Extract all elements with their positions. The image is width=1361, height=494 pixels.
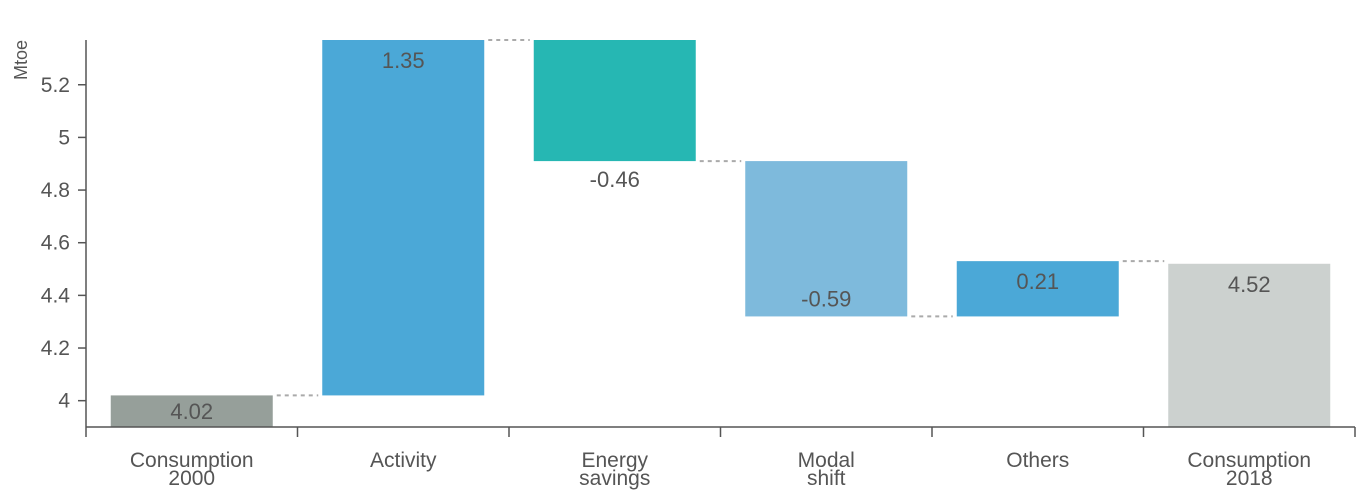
x-category-label: Others <box>1006 449 1069 472</box>
bars <box>110 40 1331 427</box>
bar <box>110 395 273 427</box>
data-label: -0.46 <box>590 167 640 192</box>
x-category-label: Modal shift <box>798 449 855 490</box>
data-label: 0.21 <box>1016 269 1059 294</box>
y-tick-label: 4.8 <box>41 179 70 202</box>
data-label: -0.59 <box>801 286 851 311</box>
x-category-label: Energy savings <box>579 449 650 490</box>
x-category-label-line: Activity <box>370 449 437 472</box>
data-label: 4.52 <box>1228 272 1271 297</box>
x-category-label-line: Modal <box>798 449 855 472</box>
y-tick-label: 4 <box>58 390 70 413</box>
connector-lines <box>276 39 1165 397</box>
x-category-label-line: savings <box>579 467 650 490</box>
x-category-label: Consumption 2000 <box>130 449 254 490</box>
y-axis-title: Mtoe <box>11 40 31 80</box>
x-category-label-line: Consumption <box>130 449 254 472</box>
y-tick-label: 5.2 <box>41 74 70 97</box>
x-category-label: Consumption 2018 <box>1187 449 1311 490</box>
data-label: 4.02 <box>170 399 213 424</box>
x-category-label-line: Others <box>1006 449 1069 472</box>
x-category-label-line: Consumption <box>1187 449 1311 472</box>
data-labels: 4.02 1.35 -0.46 -0.59 0.21 4.52 <box>170 48 1270 424</box>
bar <box>322 40 485 396</box>
x-category-label-line: shift <box>807 467 846 490</box>
x-category-label-line: Energy <box>581 449 648 472</box>
x-category-label-line: 2018 <box>1226 467 1273 490</box>
y-axis: 4 4.2 4.4 4.6 4.8 5 5.2 <box>41 40 87 427</box>
y-tick-label: 4.6 <box>41 232 70 255</box>
bar <box>956 261 1119 317</box>
bar <box>745 161 908 317</box>
bar <box>533 40 696 162</box>
x-category-label-line: 2000 <box>168 467 215 490</box>
y-tick-label: 4.4 <box>41 284 71 307</box>
bar <box>1168 263 1331 427</box>
x-category-label: Activity <box>370 449 437 472</box>
y-tick-label: 4.2 <box>41 337 70 360</box>
data-label: 1.35 <box>382 48 425 73</box>
y-tick-label: 5 <box>58 126 70 149</box>
